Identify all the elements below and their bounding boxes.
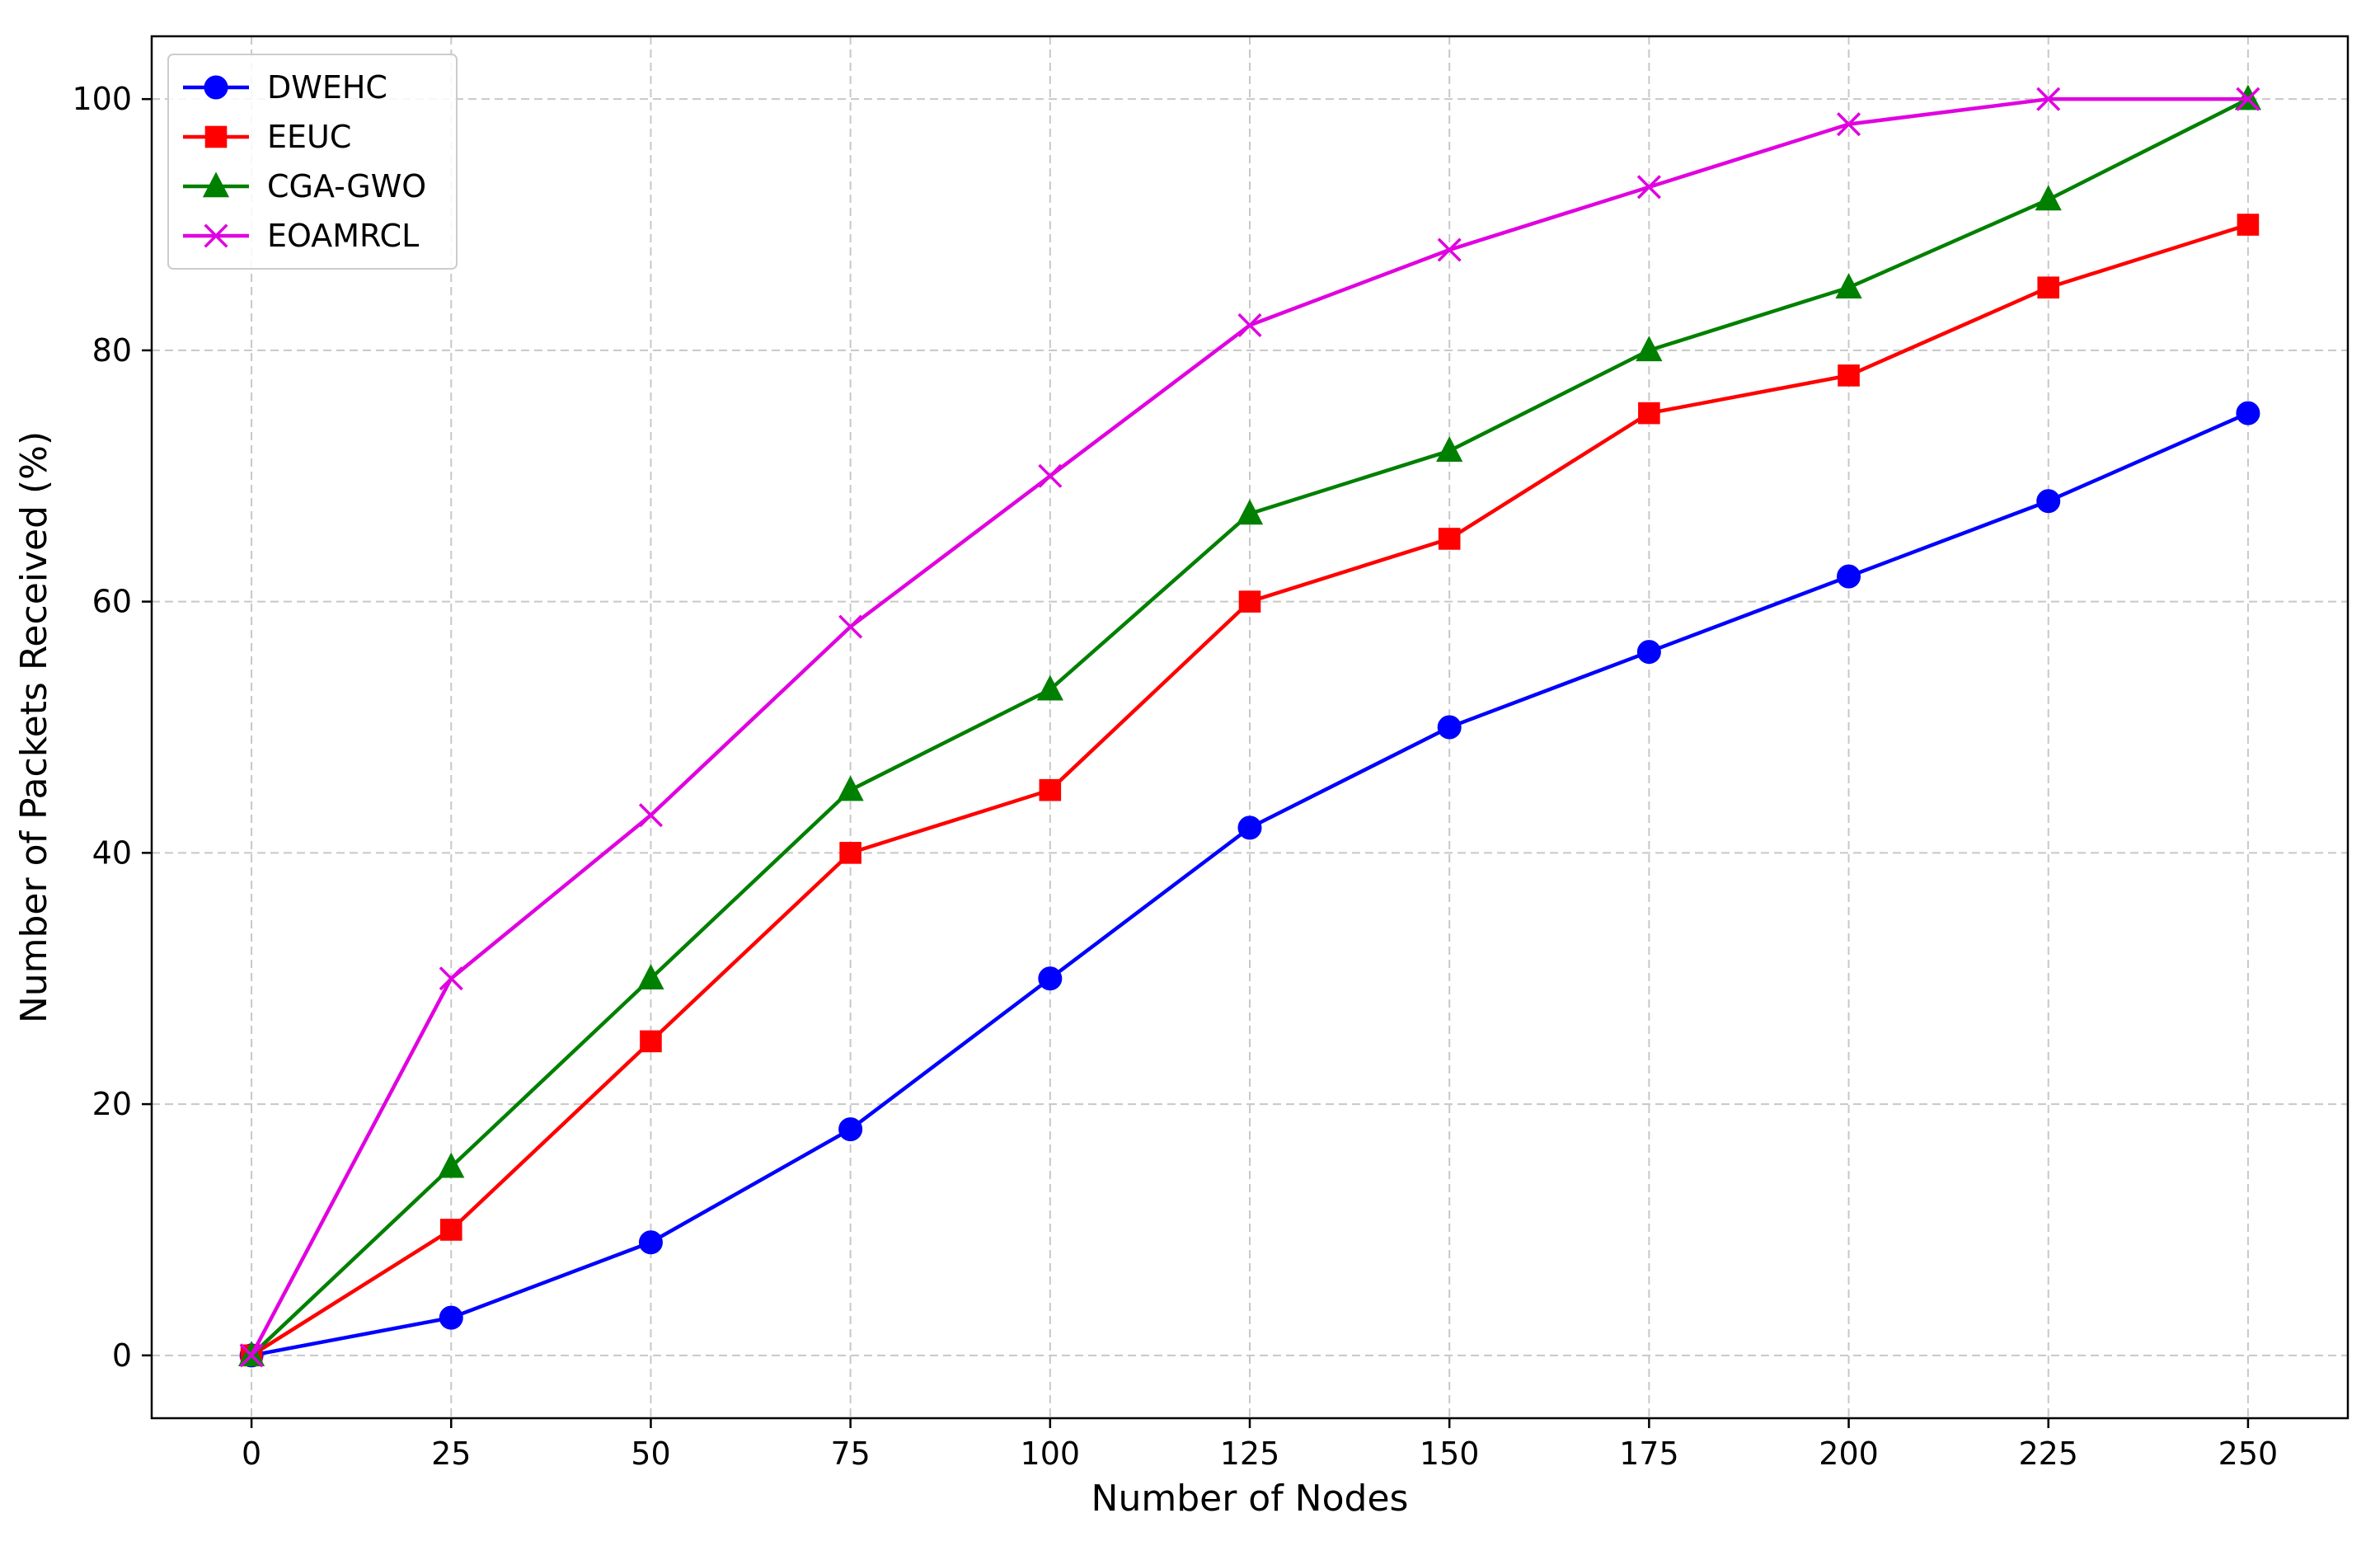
data-point-dwehc bbox=[838, 1117, 863, 1142]
data-point-cga-gwo bbox=[1036, 674, 1063, 701]
x-tick-label: 0 bbox=[242, 1436, 261, 1472]
x-tick-label: 150 bbox=[1420, 1436, 1480, 1472]
data-point-eeuc bbox=[1039, 778, 1062, 801]
data-point-dwehc bbox=[1837, 564, 1861, 589]
data-point-eeuc bbox=[839, 842, 861, 864]
data-point-eoamrcl bbox=[2236, 87, 2260, 111]
data-point-eoamrcl bbox=[1237, 312, 1262, 337]
legend-entry-dwehc: DWEHC bbox=[183, 69, 387, 106]
data-point-eoamrcl bbox=[1038, 463, 1063, 488]
x-tick-label: 200 bbox=[1819, 1436, 1879, 1472]
data-point-eoamrcl bbox=[838, 614, 863, 639]
y-tick-label: 60 bbox=[92, 584, 132, 620]
series-group bbox=[237, 84, 2262, 1368]
legend-label: EEUC bbox=[267, 119, 351, 155]
data-point-dwehc bbox=[1437, 715, 1462, 740]
legend: DWEHC EEUC CGA-GWO EOAMRCL bbox=[167, 54, 458, 270]
data-point-cga-gwo bbox=[637, 964, 664, 989]
grid-lines bbox=[152, 36, 2348, 1418]
x-tick-label: 50 bbox=[631, 1436, 670, 1472]
legend-marker bbox=[202, 172, 230, 198]
legend-entry-cga-gwo: CGA-GWO bbox=[183, 168, 426, 204]
data-point-cga-gwo bbox=[837, 775, 864, 801]
y-axis-ticks: 0 20 40 60 80 100 bbox=[72, 81, 152, 1374]
y-tick-label: 20 bbox=[92, 1086, 132, 1122]
data-point-cga-gwo bbox=[438, 1152, 465, 1178]
x-tick-label: 225 bbox=[2018, 1436, 2078, 1472]
data-point-dwehc bbox=[2236, 401, 2260, 425]
data-point-dwehc bbox=[1237, 815, 1262, 840]
data-point-dwehc bbox=[439, 1305, 463, 1330]
x-tick-label: 25 bbox=[431, 1436, 471, 1472]
x-axis-label: Number of Nodes bbox=[1091, 1478, 1409, 1520]
x-tick-label: 100 bbox=[1021, 1436, 1081, 1472]
data-point-eoamrcl bbox=[1636, 175, 1661, 200]
x-tick-label: 250 bbox=[2218, 1436, 2279, 1472]
y-tick-label: 0 bbox=[112, 1337, 132, 1374]
data-point-eeuc bbox=[439, 1219, 462, 1241]
x-tick-label: 175 bbox=[1619, 1436, 1679, 1472]
y-tick-label: 40 bbox=[92, 834, 132, 871]
series-dwehc bbox=[239, 401, 2260, 1368]
data-point-eeuc bbox=[2037, 276, 2060, 299]
legend-label: CGA-GWO bbox=[267, 168, 426, 204]
legend-marker bbox=[204, 125, 228, 148]
data-point-dwehc bbox=[1038, 966, 1063, 991]
data-point-dwehc bbox=[2036, 489, 2061, 514]
data-point-eeuc bbox=[1838, 364, 1860, 387]
legend-marker bbox=[204, 223, 228, 248]
legend-label: DWEHC bbox=[267, 69, 387, 106]
legend-marker bbox=[204, 75, 228, 100]
legend-box bbox=[167, 54, 458, 270]
legend-entry-eoamrcl: EOAMRCL bbox=[183, 218, 419, 254]
data-point-eeuc bbox=[2237, 214, 2260, 236]
series-eoamrcl bbox=[239, 87, 2260, 1368]
y-tick-label: 100 bbox=[72, 81, 132, 117]
x-tick-label: 125 bbox=[1220, 1436, 1280, 1472]
data-point-eeuc bbox=[640, 1030, 662, 1053]
legend-entry-eeuc: EEUC bbox=[183, 119, 351, 155]
data-point-cga-gwo bbox=[2035, 185, 2062, 211]
legend-label: EOAMRCL bbox=[267, 218, 419, 254]
data-point-eeuc bbox=[1638, 402, 1660, 425]
data-point-eeuc bbox=[1238, 590, 1261, 613]
data-point-cga-gwo bbox=[1835, 273, 1862, 298]
data-point-eoamrcl bbox=[638, 803, 663, 828]
x-axis-ticks: 0 25 50 75 100 125 150 175 200 225 250 bbox=[242, 1418, 2278, 1472]
data-point-eoamrcl bbox=[2036, 87, 2061, 111]
data-point-cga-gwo bbox=[1636, 336, 1663, 362]
data-point-eoamrcl bbox=[239, 1343, 264, 1368]
y-tick-label: 80 bbox=[92, 332, 132, 369]
data-point-eoamrcl bbox=[439, 966, 463, 991]
data-point-eoamrcl bbox=[1837, 112, 1861, 137]
x-tick-label: 75 bbox=[830, 1436, 870, 1472]
data-point-eeuc bbox=[1438, 528, 1461, 550]
data-point-dwehc bbox=[638, 1230, 663, 1255]
data-point-cga-gwo bbox=[1436, 436, 1463, 463]
data-point-cga-gwo bbox=[1236, 499, 1264, 525]
y-axis-label: Number of Packets Received (%) bbox=[13, 431, 55, 1023]
data-point-dwehc bbox=[1636, 640, 1661, 665]
data-point-eoamrcl bbox=[1437, 237, 1462, 262]
